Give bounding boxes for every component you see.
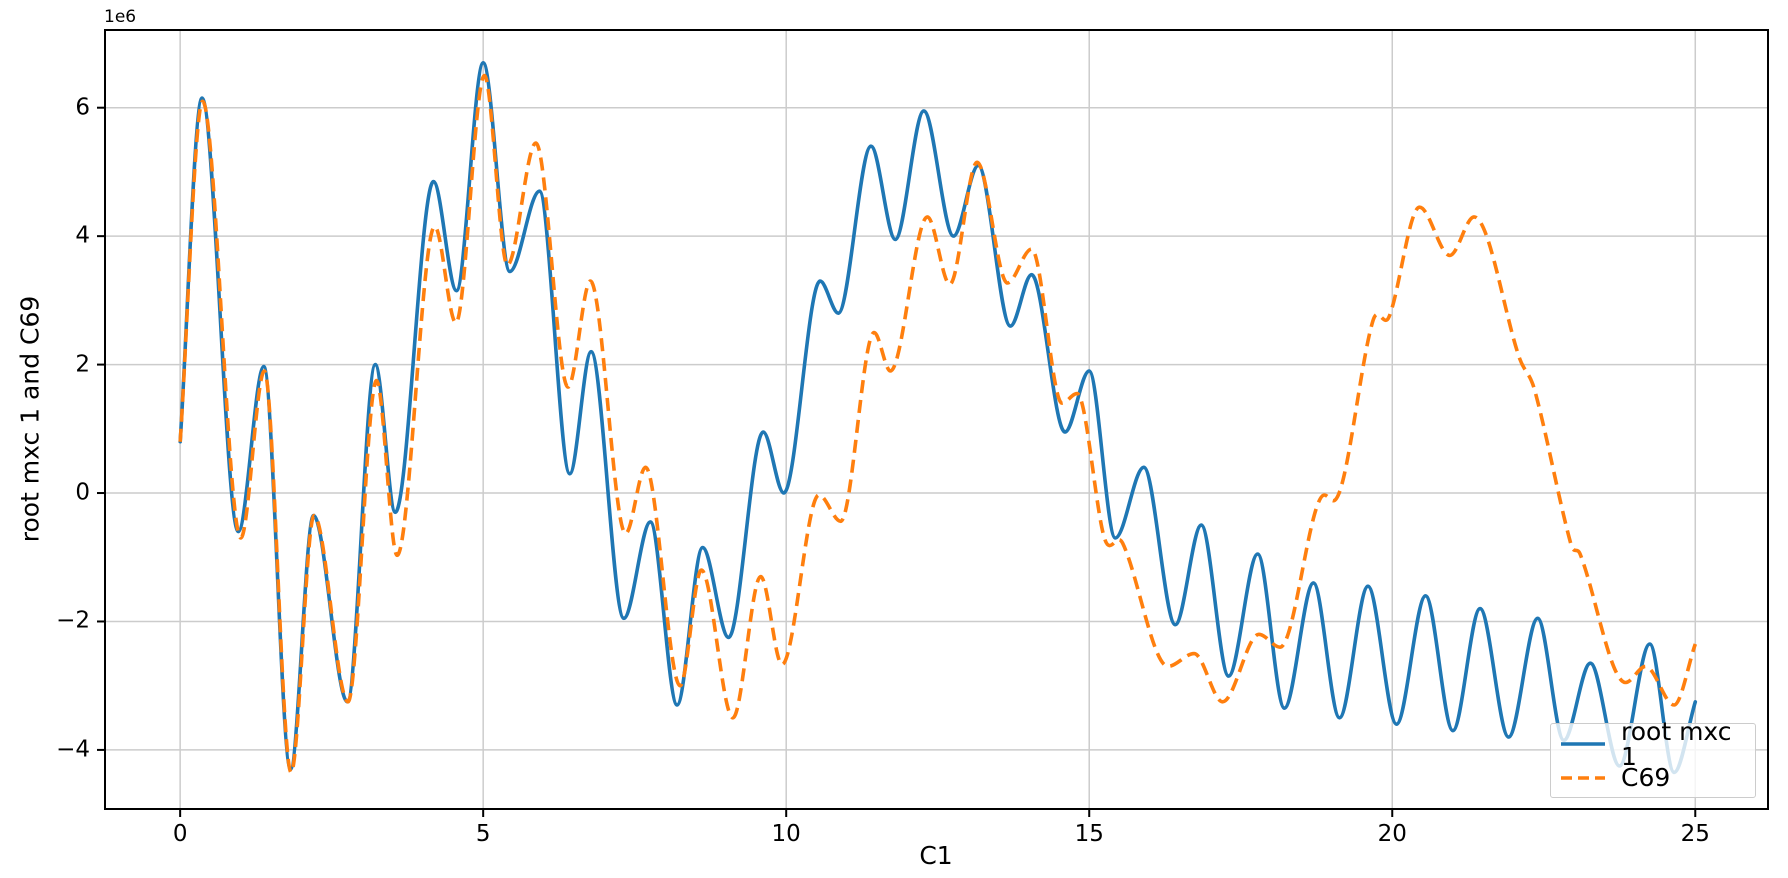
y-tick-label: 6 <box>75 94 90 121</box>
legend-row: C69 <box>1559 763 1745 793</box>
dashed-line-icon <box>1561 775 1605 780</box>
x-tick-label: 15 <box>1074 821 1104 847</box>
axes-frame <box>104 29 1769 810</box>
y-axis-label: root mxc 1 and C69 <box>15 295 45 543</box>
series-lines <box>178 61 1698 775</box>
y-tick-label: −2 <box>56 607 90 634</box>
x-tick-label: 5 <box>475 821 491 847</box>
y-tick-label: −4 <box>56 736 90 763</box>
y-axis-offset-text: 1e6 <box>104 7 137 27</box>
y-tick-label: 2 <box>75 351 90 378</box>
legend-label: C69 <box>1621 763 1671 792</box>
legend-label: root mxc 1 <box>1621 716 1732 771</box>
x-axis-label: C1 <box>919 841 953 870</box>
x-tick-label: 0 <box>172 821 188 847</box>
legend-row: root mxc 1 <box>1559 719 1745 769</box>
y-tick-label: 0 <box>75 479 90 506</box>
series-line-root-mxc-1 <box>178 61 1698 775</box>
y-tick-label: 4 <box>75 222 90 249</box>
x-tick-label: 10 <box>771 821 801 847</box>
tick-marks <box>97 106 1697 817</box>
legend: root mxc 1 C69 <box>1550 719 1756 798</box>
x-tick-label: 20 <box>1377 821 1407 847</box>
x-tick-label: 25 <box>1680 821 1710 847</box>
solid-line-icon <box>1561 741 1605 746</box>
gridlines <box>105 30 1768 809</box>
series-line-C69 <box>178 73 1697 775</box>
